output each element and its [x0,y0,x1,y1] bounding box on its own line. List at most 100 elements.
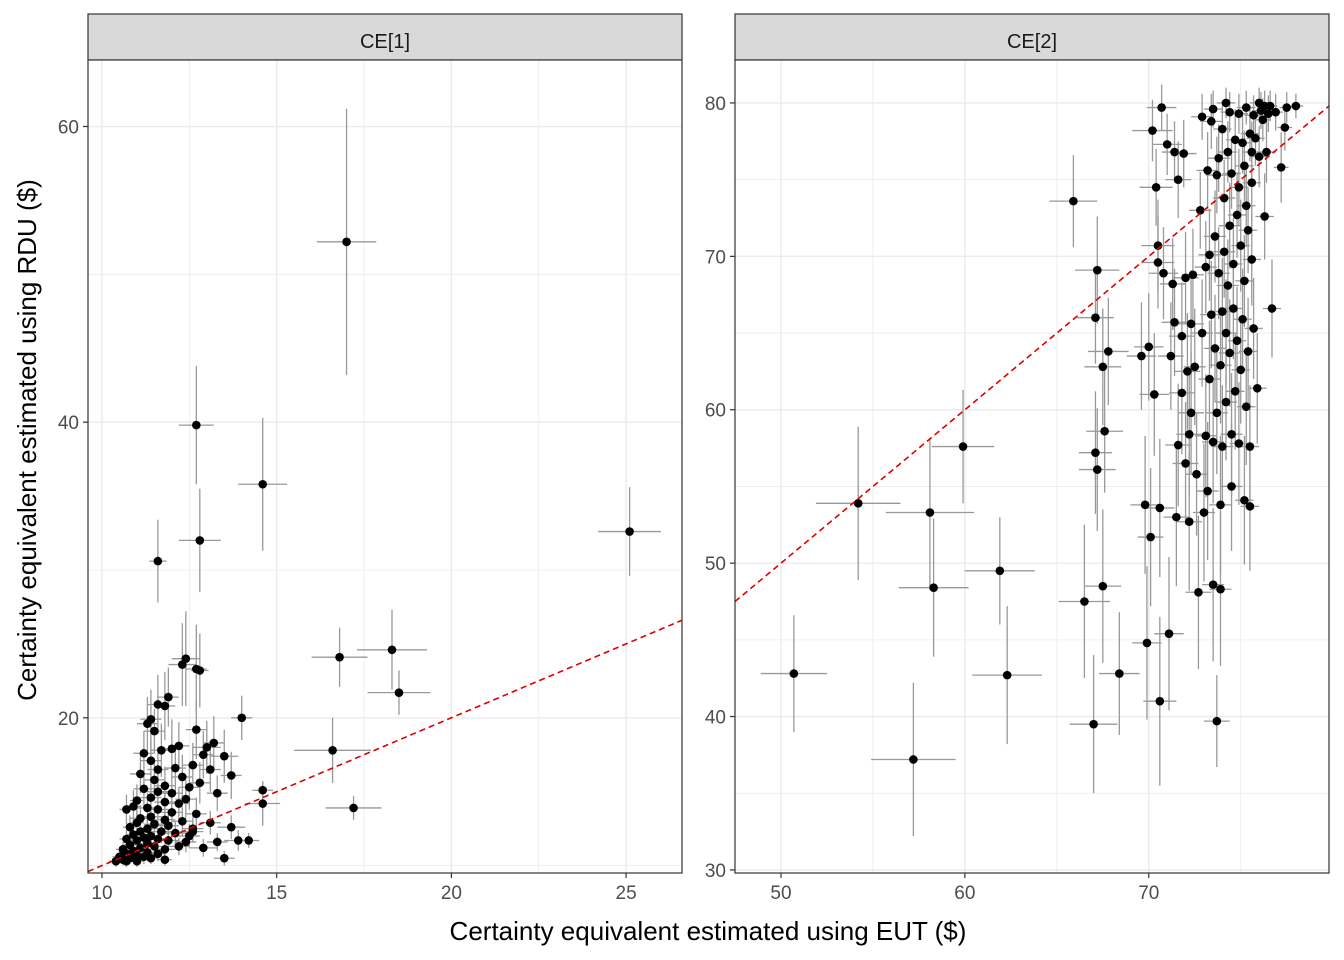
data-point [1194,587,1203,597]
data-point [1080,597,1089,606]
data-point [136,769,145,779]
data-point [1091,313,1100,323]
data-point [958,442,968,451]
data-point [219,853,229,863]
data-point [1146,532,1155,542]
x-tick-label: 60 [954,883,975,904]
data-point [1243,347,1253,356]
panel-border [734,59,1330,874]
data-point [1162,140,1172,149]
data-point [1164,629,1174,639]
data-point [164,836,173,845]
gridlines [88,60,682,873]
facet-strip-label-ce2: CE[2] [1007,31,1057,53]
plot-area-ce1: 10 15 20 25 20 40 60 [58,59,683,904]
data-point [1179,149,1189,158]
data-point [1241,201,1251,211]
data-point [132,818,142,828]
data-point [195,536,205,545]
data-point [181,794,191,804]
data-point [342,237,351,247]
data-point [153,556,163,566]
data-point [1227,169,1236,178]
data-point [1177,331,1187,341]
data-point [1170,147,1179,157]
data-point [258,479,268,489]
data-point [153,765,163,774]
data-point [205,765,215,774]
data-point [853,499,863,508]
data-point [1137,351,1146,361]
data-point [1241,402,1251,411]
data-point [1241,103,1251,112]
data-point [143,719,152,729]
data-point [1177,388,1187,398]
y-tick-label: 60 [705,401,726,422]
data-point [1221,397,1231,407]
data-point [394,688,404,697]
data-point [328,746,337,755]
data-point [160,701,170,711]
data-point [1252,383,1262,393]
data-point [157,827,166,836]
data-point [1149,390,1159,399]
data-point [1188,270,1198,280]
data-point [1227,429,1236,439]
data-point [1216,500,1225,510]
data-point [192,725,201,734]
data-point [1221,98,1231,108]
data-point [195,666,205,675]
data-point [146,853,156,863]
data-point [153,787,163,796]
data-point [139,748,149,758]
data-point [1225,107,1234,117]
data-point [1234,439,1244,448]
data-point [1205,250,1214,260]
data-point [146,812,156,822]
data-point [122,805,131,814]
x-tick-label: 50 [770,883,791,904]
data-point [1151,183,1161,192]
data-point [1195,206,1205,215]
data-point [1218,307,1227,316]
data-point [129,802,138,811]
data-point [1214,153,1223,163]
data-point [160,781,170,791]
x-tick-label: 15 [266,883,287,904]
data-point [185,782,194,792]
data-point [1172,512,1181,522]
data-point [1251,133,1260,143]
data-point [139,852,149,862]
data-point [174,842,184,851]
data-point [153,834,163,844]
data-point [143,824,152,833]
data-point [1247,147,1257,157]
axes: 50 60 70 30 40 50 60 70 80 [705,94,1159,904]
data-point [1168,279,1177,289]
data-point [1212,716,1222,726]
x-tick-label: 25 [616,883,637,904]
data-point [167,808,177,817]
data-point [1201,262,1211,272]
data-point [1092,465,1102,474]
data-point [1276,163,1286,172]
y-tick-label: 40 [705,708,726,729]
data-point [1212,408,1222,418]
data-point [150,726,159,736]
data-point [1238,314,1247,324]
data-point [1258,115,1268,125]
data-point [1230,135,1240,145]
data-point [1267,304,1277,313]
data-point [244,836,254,845]
data-point [146,756,156,765]
data-point [1148,126,1157,135]
x-tick-label: 70 [1138,883,1159,904]
data-point [150,842,159,851]
data-point [1212,170,1222,180]
data-point [146,793,156,802]
data-point [202,743,212,752]
panel-border [87,59,683,874]
axes: 10 15 20 25 20 40 60 [58,118,637,904]
y-tick-label: 60 [58,118,79,139]
facet-strip-label-ce1: CE[1] [360,31,410,53]
